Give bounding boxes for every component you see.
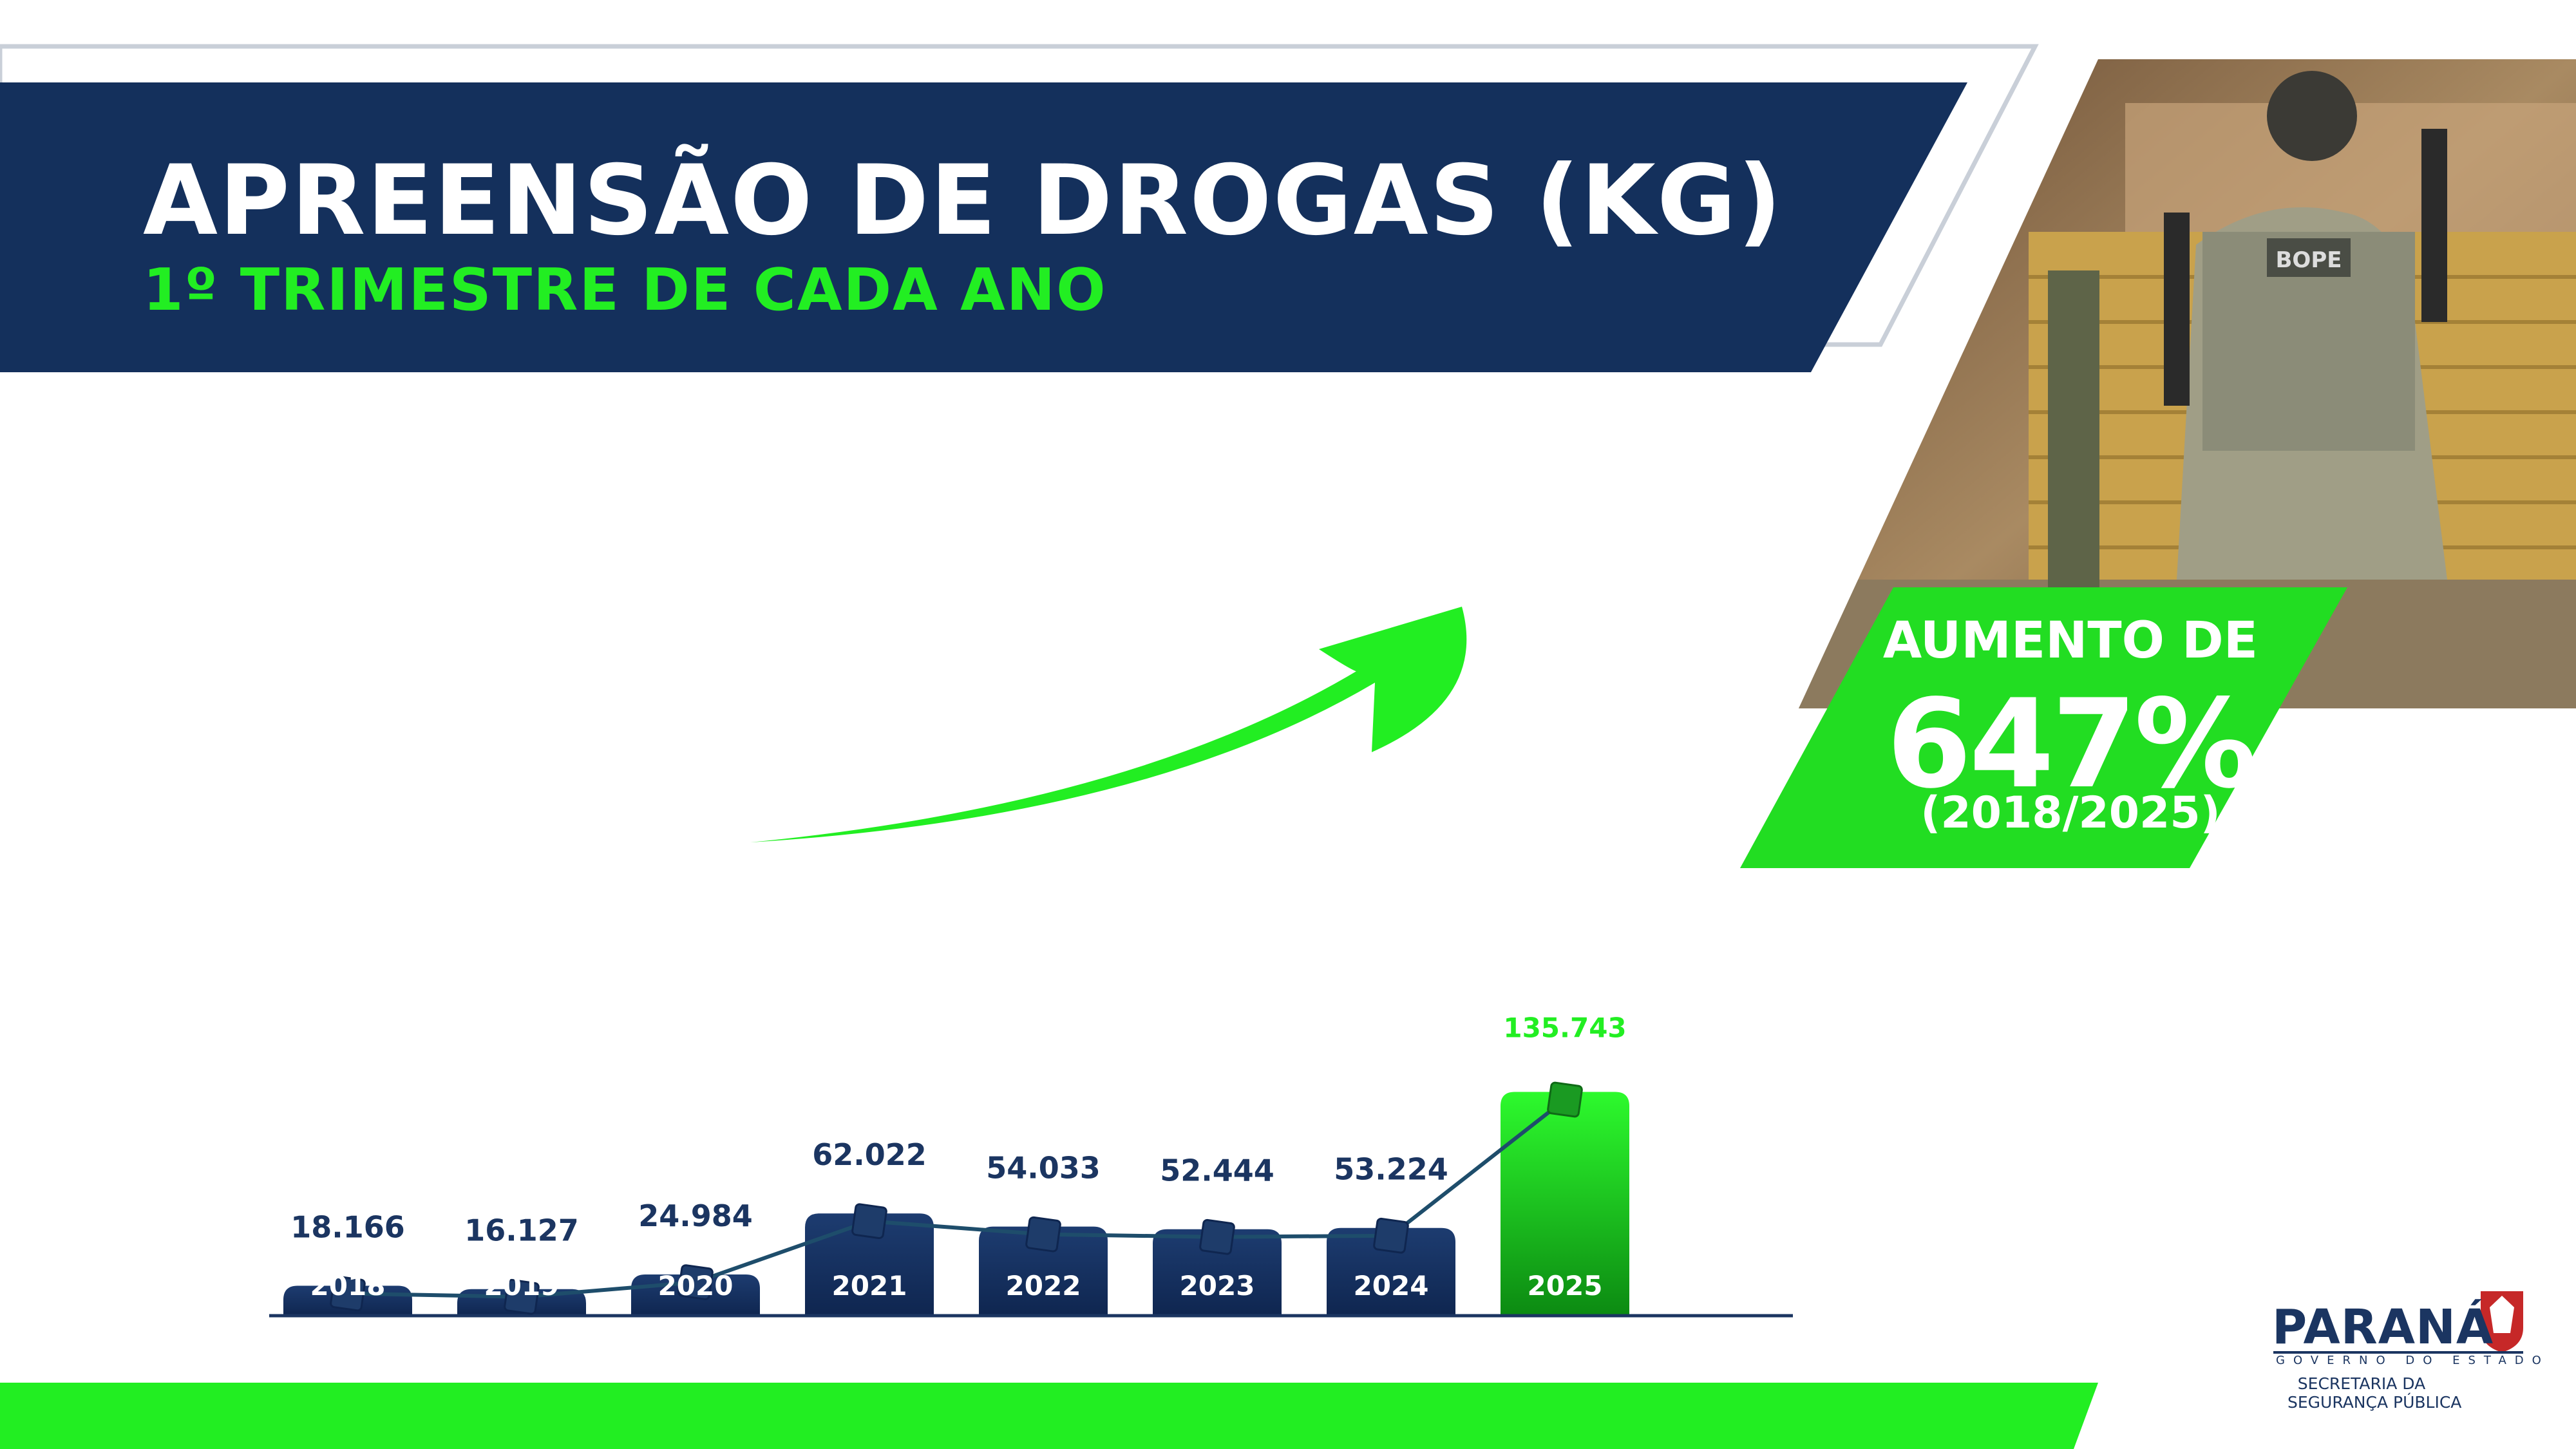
value-label-2020: 24.984 [638,1198,753,1233]
bar-2025 [1501,1092,1629,1316]
point-marker-2025 [1547,1081,1583,1118]
logo-name: PARANÁ [2272,1300,2494,1355]
value-label-2021: 62.022 [812,1137,927,1172]
bar-2022 [979,1226,1108,1316]
category-label-2018: 2018 [310,1270,386,1302]
parana-coat-of-arms-icon [2481,1291,2523,1352]
point-marker-2020 [677,1264,714,1300]
badge-percentage: 647% [1886,673,2257,815]
chart-bars [283,1092,1629,1316]
point-marker-2019 [504,1278,540,1315]
category-label-2023: 2023 [1180,1270,1255,1302]
trend-arrow-icon [750,607,1467,842]
point-marker-2018 [330,1275,366,1312]
point-marker-2024 [1373,1217,1409,1254]
point-marker-2023 [1199,1218,1235,1255]
badge-period: (2018/2025) [1920,788,2221,838]
bar-2021 [805,1213,934,1316]
logo-subtitle: GOVERNO DO ESTADO [2276,1354,2550,1367]
value-label-2018: 18.166 [290,1209,405,1244]
badge-label: AUMENTO DE [1882,612,2259,670]
title-banner-outline [0,44,2039,347]
patch-text: BOPE [2276,247,2342,273]
point-marker-2022 [1025,1216,1061,1253]
category-label-2019: 2019 [484,1270,560,1302]
value-label-2024: 53.224 [1334,1152,1448,1187]
category-label-2024: 2024 [1354,1270,1429,1302]
chart-line-overlay [330,1081,1583,1315]
bottom-green-band [0,1383,2098,1449]
category-label-2021: 2021 [832,1270,907,1302]
logo-dept-line2: SEGURANÇA PÚBLICA [2287,1393,2462,1412]
value-label-2023: 52.444 [1160,1153,1274,1188]
category-label-2020: 2020 [658,1270,734,1302]
trend-line [347,1098,1566,1299]
chart-labels: 2018 18.166 2019 16.127 2020 24.984 2021 62.022… [290,1012,1626,1302]
logo-dept-line1: SECRETARIA DA [2297,1374,2426,1393]
category-label-2025: 2025 [1528,1270,1603,1302]
category-label-2022: 2022 [1006,1270,1081,1302]
page-subtitle: 1º TRIMESTRE DE CADA ANO [143,256,1107,324]
value-label-2019: 16.127 [464,1213,579,1248]
percentage-badge [1740,587,2347,868]
title-banner [0,82,1967,372]
value-label-2022: 54.033 [986,1151,1101,1186]
bar-2023 [1153,1229,1282,1316]
point-marker-2021 [851,1203,887,1240]
page-title: APREENSÃO DE DROGAS (KG) [143,145,1783,257]
bar-2024 [1327,1227,1455,1316]
value-label-2025: 135.743 [1503,1012,1626,1043]
